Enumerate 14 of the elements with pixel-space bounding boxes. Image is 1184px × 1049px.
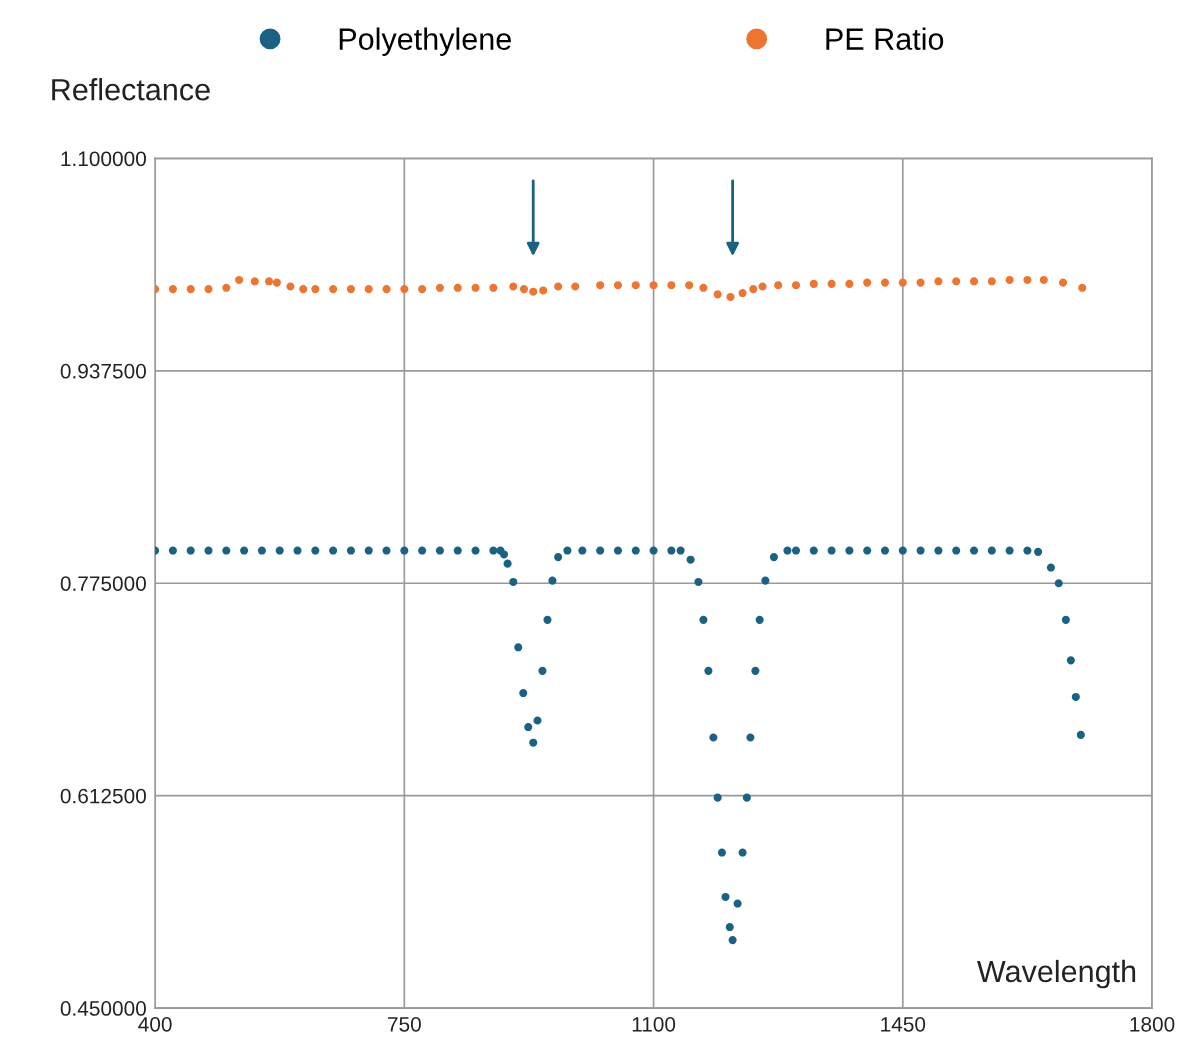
y-tick-label: 1.100000 <box>61 151 146 167</box>
y-axis-title: Reflectance <box>52 78 210 101</box>
y-tick-label: 0.612500 <box>60 788 146 804</box>
x-tick-label: 1800 <box>1130 1016 1175 1032</box>
x-tick-label: 400 <box>138 1016 172 1032</box>
legend-label: Polyethylene <box>339 27 511 56</box>
x-axis-title: Wavelength <box>977 959 1136 989</box>
x-tick-label: 1100 <box>632 1016 676 1032</box>
x-tick-label: 1450 <box>881 1016 926 1032</box>
y-tick-label: 0.775000 <box>60 576 146 591</box>
y-tick-label: 0.937500 <box>60 363 146 379</box>
y-tick-label: 0.450000 <box>60 1001 146 1016</box>
legend-label: PE Ratio <box>826 27 944 50</box>
x-tick-label: 750 <box>388 1016 421 1032</box>
